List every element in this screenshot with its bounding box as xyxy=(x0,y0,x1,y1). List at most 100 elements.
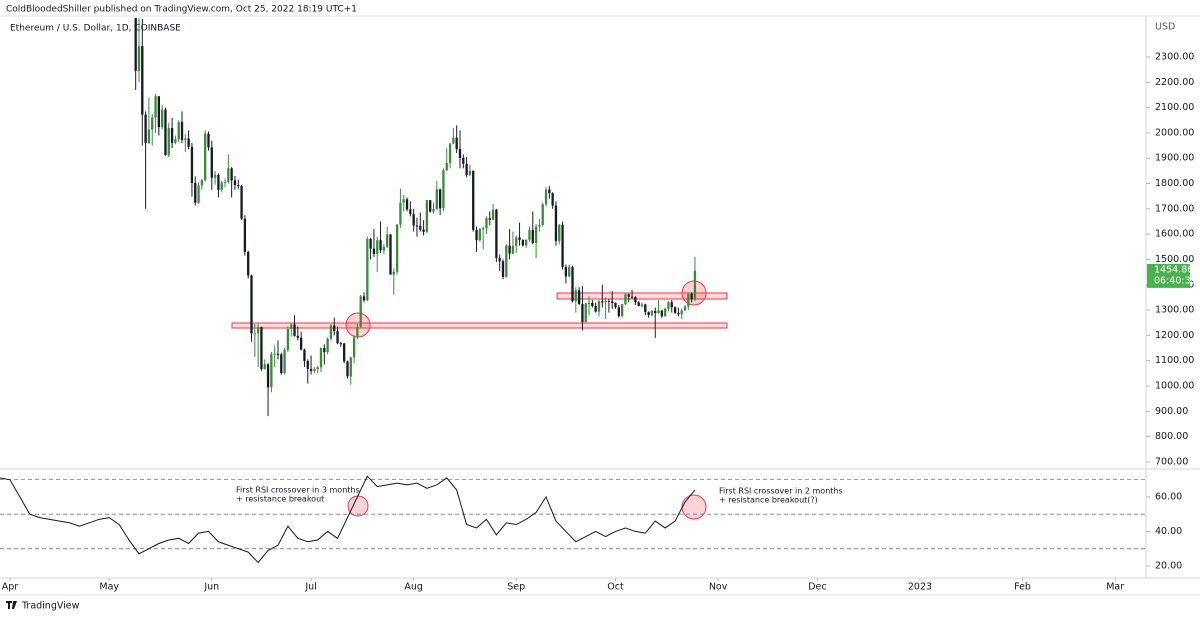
candle-body xyxy=(184,138,187,140)
candle-body xyxy=(313,369,316,372)
candle-body xyxy=(637,302,640,307)
resistance-zone xyxy=(556,292,728,300)
candle-body xyxy=(243,218,247,252)
candle-body xyxy=(286,329,290,350)
candle-body xyxy=(624,294,627,305)
candle-body xyxy=(415,225,419,227)
candle-body xyxy=(634,297,637,303)
x-tick-label: Nov xyxy=(709,582,728,593)
candle-body xyxy=(263,364,266,370)
candle-body xyxy=(349,357,352,377)
annotation: + resistance breakout xyxy=(236,495,324,504)
candle-body xyxy=(207,133,210,148)
candle-body xyxy=(614,302,617,308)
y-tick-label: 20.00 xyxy=(1155,560,1182,571)
candle-body xyxy=(412,214,415,226)
candle-body xyxy=(620,304,624,317)
x-tick-label: Oct xyxy=(607,582,624,593)
candle-body xyxy=(339,343,343,345)
candle-body xyxy=(495,209,498,258)
candle-body xyxy=(405,199,409,210)
candle-body xyxy=(296,335,299,338)
candle-body xyxy=(687,293,690,307)
candle-body xyxy=(290,324,293,330)
candle-body xyxy=(538,225,541,227)
candle-body xyxy=(528,229,531,240)
candle-body xyxy=(366,238,369,301)
candle-body xyxy=(210,147,213,178)
candle-body xyxy=(577,290,581,304)
candle-body xyxy=(260,327,263,370)
candle-body xyxy=(303,349,306,361)
candle-body xyxy=(379,240,382,251)
candle-body xyxy=(667,302,670,309)
drawings xyxy=(231,280,728,520)
candle-body xyxy=(247,251,250,276)
candle-body xyxy=(273,353,276,355)
candle-body xyxy=(392,271,395,275)
candle-body xyxy=(382,246,386,251)
candle-body xyxy=(157,96,161,128)
annotation: + resistance breakout(?) xyxy=(719,496,818,505)
candle-body xyxy=(253,333,256,335)
candle-body xyxy=(333,325,336,332)
candle-body xyxy=(160,109,164,128)
y-tick-label: 1600.00 xyxy=(1155,229,1194,240)
candle-body xyxy=(326,338,329,353)
candle-body xyxy=(442,170,445,209)
candle-body xyxy=(438,189,442,209)
x-tick-label: Jun xyxy=(203,582,219,593)
candle-body xyxy=(144,114,147,144)
y-tick-label: 1000.00 xyxy=(1155,380,1194,391)
candle-body xyxy=(283,349,286,374)
candle-body xyxy=(571,266,574,302)
candle-body xyxy=(511,245,515,254)
candle-body xyxy=(346,361,349,377)
candle-body xyxy=(472,170,475,230)
candle-body xyxy=(356,327,359,338)
y-tick-label: 1500.00 xyxy=(1155,254,1194,265)
candle-body xyxy=(147,129,151,144)
x-tick-label: 2023 xyxy=(908,582,932,593)
candle-body xyxy=(640,304,644,307)
candle-body xyxy=(137,46,141,71)
candle-body xyxy=(488,218,491,220)
x-tick-label: May xyxy=(99,582,119,593)
candle-body xyxy=(448,143,452,164)
candle-body xyxy=(343,343,346,362)
x-tick-label: Jul xyxy=(304,582,316,593)
candle-body xyxy=(419,225,422,230)
rsi-line xyxy=(0,475,696,564)
candle-body xyxy=(478,229,481,241)
candle-body xyxy=(660,310,664,317)
candle-body xyxy=(680,310,683,315)
y-tick-label: 60.00 xyxy=(1155,491,1182,502)
candle-body xyxy=(319,348,323,368)
candle-body xyxy=(177,122,180,140)
brand: TradingView xyxy=(6,601,80,612)
candle-body xyxy=(154,96,157,118)
y-tick-label: 800.00 xyxy=(1155,431,1188,442)
y-tick-label: 900.00 xyxy=(1155,406,1188,417)
candle-body xyxy=(508,245,511,254)
candle-body xyxy=(237,185,240,187)
candle-body xyxy=(280,354,283,374)
candle-body xyxy=(617,307,620,317)
x-tick-label: Dec xyxy=(808,582,826,593)
candle-body xyxy=(270,353,273,388)
candle-body xyxy=(644,304,647,313)
candle-body xyxy=(630,296,634,298)
last-price-box xyxy=(1147,263,1190,288)
candle-body xyxy=(498,257,501,262)
x-tick-label: Mar xyxy=(1106,582,1124,593)
candle-body xyxy=(170,128,174,143)
y-tick-label: 1800.00 xyxy=(1155,178,1194,189)
candle-body xyxy=(167,128,170,156)
candle-body xyxy=(323,348,326,353)
candle-body xyxy=(574,290,577,302)
candle-body xyxy=(670,302,673,308)
candle-body xyxy=(611,301,614,303)
publisher: ColdBloodedShiller published on TradingV… xyxy=(6,5,357,15)
y-tick-label: 1100.00 xyxy=(1155,355,1194,366)
candle-body xyxy=(664,308,667,317)
